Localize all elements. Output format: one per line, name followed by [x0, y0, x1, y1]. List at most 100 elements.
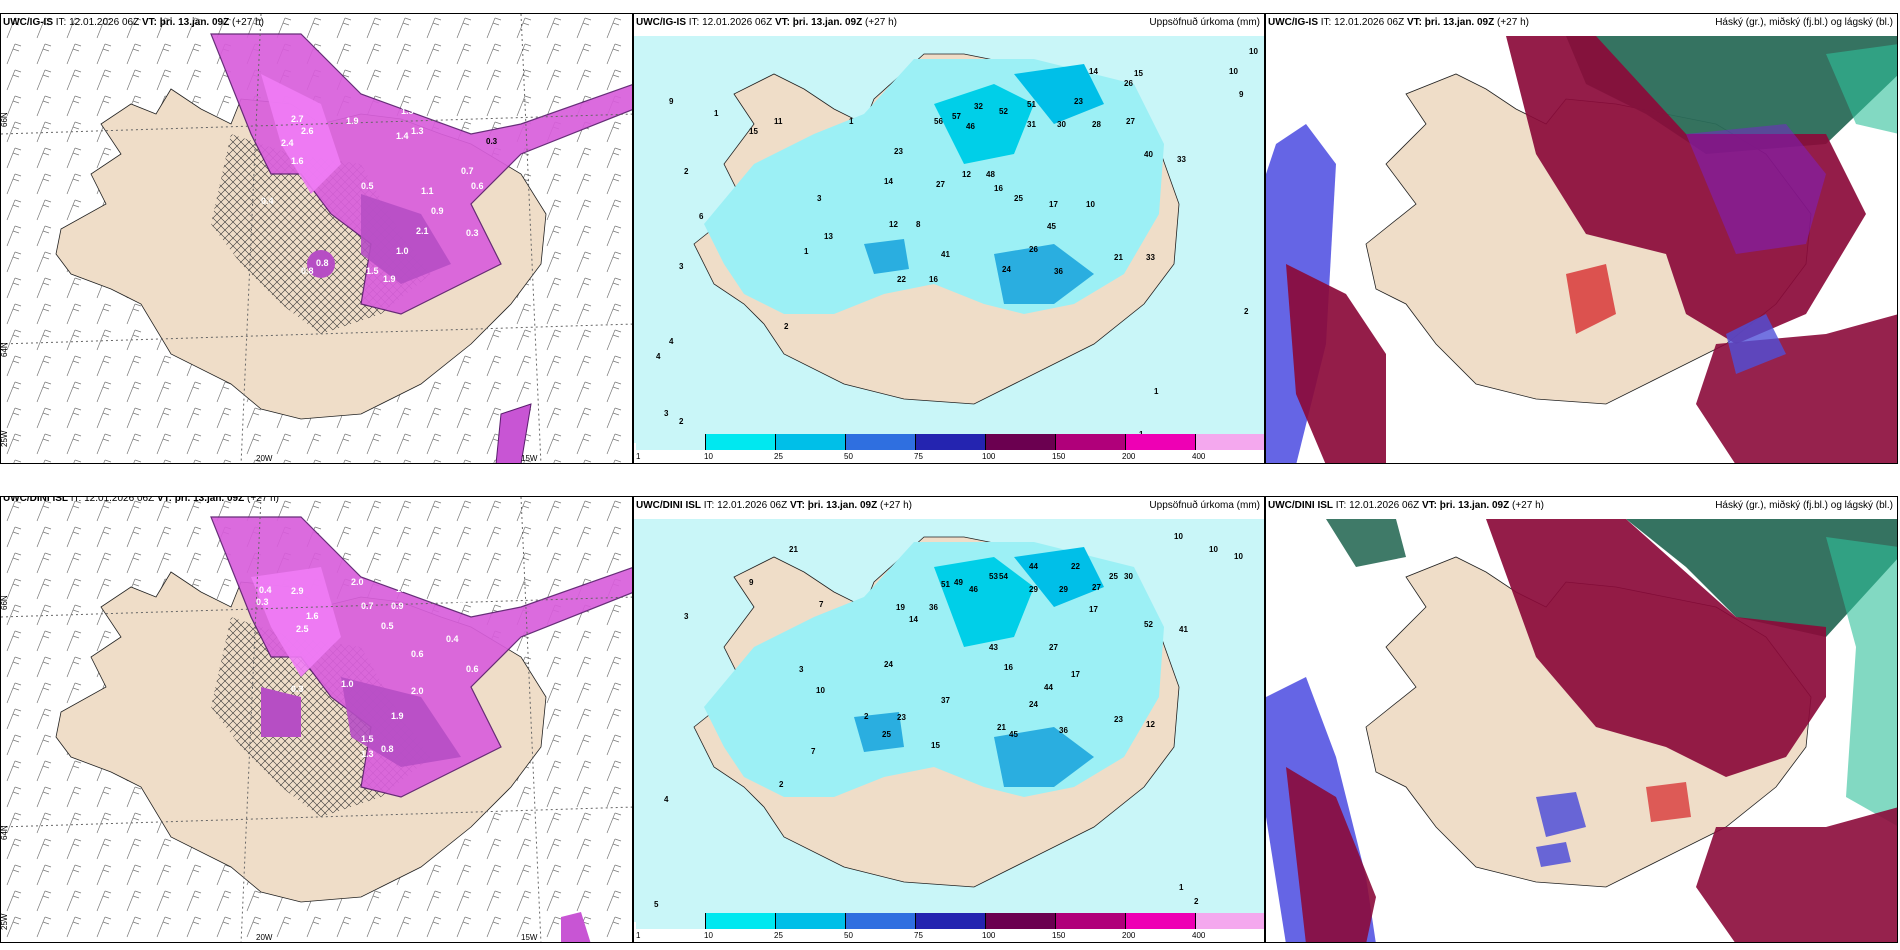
svg-text:27: 27 [936, 180, 945, 189]
svg-text:10: 10 [1209, 545, 1218, 554]
svg-text:40: 40 [1144, 150, 1153, 159]
svg-text:1.9: 1.9 [346, 116, 359, 126]
svg-text:32: 32 [974, 102, 983, 111]
svg-text:0.7: 0.7 [461, 166, 474, 176]
svg-text:0.4: 0.4 [259, 585, 272, 595]
panel-clouds-igis: UWC/IG-IS IT: 12.01.2026 06Z VT: þri. 13… [1265, 13, 1898, 464]
svg-text:7: 7 [811, 747, 816, 756]
svg-text:1.5: 1.5 [401, 106, 414, 116]
colorbar: 1 10 25 50 75 100 150 200 400 [636, 434, 1264, 461]
svg-text:10: 10 [816, 686, 825, 695]
svg-text:27: 27 [1049, 643, 1058, 652]
svg-text:0.8: 0.8 [316, 258, 329, 268]
svg-text:1: 1 [1154, 387, 1159, 396]
svg-text:37: 37 [941, 696, 950, 705]
svg-text:1.0: 1.0 [341, 679, 354, 689]
panel-variable: Háský (gr.), miðský (fj.bl.) og lágský (… [1715, 17, 1893, 28]
svg-text:25: 25 [882, 730, 891, 739]
svg-text:1: 1 [804, 247, 809, 256]
svg-text:1.1: 1.1 [421, 186, 434, 196]
cloud-map [1266, 36, 1897, 463]
svg-text:2: 2 [679, 417, 684, 426]
svg-text:52: 52 [1144, 620, 1153, 629]
svg-text:1.6: 1.6 [306, 611, 319, 621]
svg-text:0.9: 0.9 [431, 206, 444, 216]
svg-text:3: 3 [664, 409, 669, 418]
svg-text:0.6: 0.6 [501, 81, 514, 91]
svg-text:3: 3 [679, 262, 684, 271]
svg-text:2: 2 [684, 167, 689, 176]
svg-text:1.9: 1.9 [391, 711, 404, 721]
precip-labels: 21 9 3 7 19 14 36 51 49 46 53 54 44 29 2… [654, 532, 1243, 909]
precip-labels: 9 15 11 1 14 23 56 57 46 32 52 51 31 30 … [656, 47, 1258, 439]
svg-text:41: 41 [1179, 625, 1188, 634]
svg-text:57: 57 [952, 112, 961, 121]
svg-text:1.5: 1.5 [366, 266, 379, 276]
svg-text:9: 9 [669, 97, 674, 106]
svg-text:19: 19 [896, 603, 905, 612]
svg-text:15W: 15W [521, 454, 538, 463]
svg-text:10: 10 [1234, 552, 1243, 561]
svg-text:1.3: 1.3 [361, 749, 374, 759]
panel-title: UWC/IG-IS IT: 12.01.2026 06Z VT: þri. 13… [3, 17, 264, 28]
svg-text:10: 10 [1229, 67, 1238, 76]
svg-text:2.1: 2.1 [416, 226, 429, 236]
svg-text:1: 1 [1179, 883, 1184, 892]
svg-text:0.8: 0.8 [301, 266, 314, 276]
svg-text:53: 53 [989, 572, 998, 581]
svg-text:0.4: 0.4 [446, 634, 459, 644]
svg-text:24: 24 [884, 660, 893, 669]
svg-text:25W: 25W [1, 430, 9, 447]
svg-text:10: 10 [1086, 200, 1095, 209]
svg-text:16: 16 [929, 275, 938, 284]
svg-text:33: 33 [1146, 253, 1155, 262]
svg-text:2.0: 2.0 [411, 686, 424, 696]
svg-text:14: 14 [1089, 67, 1098, 76]
panel-precip-igis: UWC/IG-IS IT: 12.01.2026 06Z VT: þri. 13… [633, 13, 1265, 464]
svg-text:2: 2 [779, 780, 784, 789]
svg-text:3: 3 [684, 612, 689, 621]
svg-text:20W: 20W [256, 933, 273, 942]
svg-text:2: 2 [784, 322, 789, 331]
svg-text:36: 36 [1054, 267, 1063, 276]
svg-text:4: 4 [656, 352, 661, 361]
svg-text:56: 56 [934, 117, 943, 126]
svg-text:2: 2 [1194, 897, 1199, 906]
svg-text:3: 3 [817, 194, 822, 203]
svg-text:2: 2 [864, 712, 869, 721]
svg-text:14: 14 [884, 177, 893, 186]
svg-text:44: 44 [1044, 683, 1053, 692]
svg-text:25W: 25W [1, 913, 9, 930]
svg-text:10: 10 [1174, 532, 1183, 541]
svg-text:21: 21 [997, 723, 1006, 732]
svg-text:29: 29 [1029, 585, 1038, 594]
svg-text:30: 30 [1124, 572, 1133, 581]
svg-text:12: 12 [1146, 720, 1155, 729]
svg-text:12: 12 [962, 170, 971, 179]
svg-text:64N: 64N [1, 342, 9, 357]
svg-text:25: 25 [1109, 572, 1118, 581]
snow-map: 2.7 2.6 2.4 1.9 1.5 1.4 1.3 1.1 0.9 0.8 … [1, 14, 632, 463]
svg-text:1.9: 1.9 [383, 274, 396, 284]
svg-text:0.6: 0.6 [466, 664, 479, 674]
svg-text:23: 23 [894, 147, 903, 156]
svg-text:41: 41 [941, 250, 950, 259]
svg-text:27: 27 [1126, 117, 1135, 126]
svg-text:2.5: 2.5 [296, 624, 309, 634]
svg-text:24: 24 [1029, 700, 1038, 709]
svg-text:2.7: 2.7 [291, 114, 304, 124]
svg-text:20W: 20W [256, 454, 273, 463]
panel-variable: Uppsöfnuð úrkoma (mm) [1149, 500, 1260, 511]
snow-blob [307, 250, 335, 278]
snow-labels: 0.4 0.3 2.9 2.0 1.5 1.2 0.9 0.8 0.7 0.6 … [256, 569, 484, 759]
svg-text:1.2: 1.2 [453, 596, 466, 606]
svg-text:26: 26 [1124, 79, 1133, 88]
svg-text:0.4: 0.4 [261, 196, 274, 206]
svg-text:2.0: 2.0 [351, 577, 364, 587]
svg-text:28: 28 [1092, 120, 1101, 129]
panel-snow-dini: UWC/DINI ISL IT: 12.01.2026 06Z VT: þri.… [0, 496, 633, 943]
panel-clouds-dini: UWC/DINI ISL IT: 12.01.2026 06Z VT: þri.… [1265, 496, 1898, 943]
panel-variable: Háský (gr.), miðský (fj.bl.) og lágský (… [1715, 500, 1893, 511]
svg-text:0.7: 0.7 [361, 601, 374, 611]
snow-labels: 2.7 2.6 2.4 1.9 1.5 1.4 1.3 1.1 0.9 0.8 … [261, 81, 514, 284]
